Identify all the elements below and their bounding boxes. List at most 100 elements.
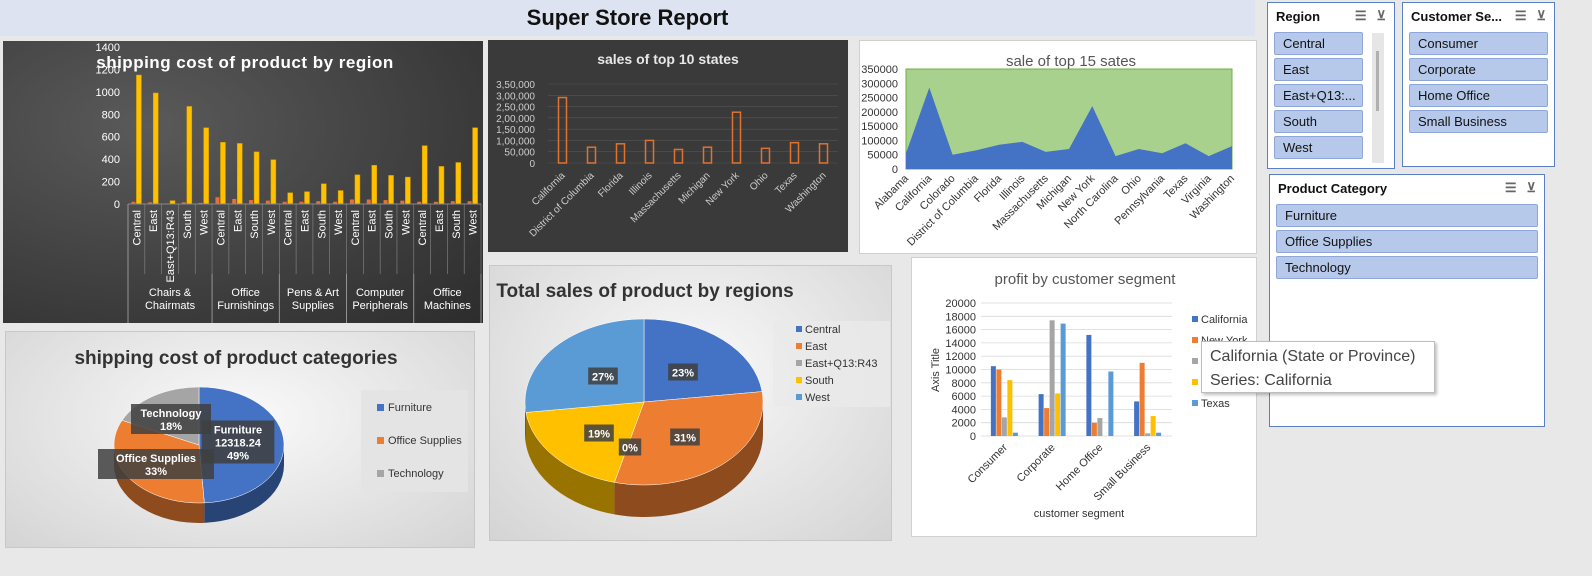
x-tick-label: East: [367, 210, 379, 232]
slicer-item-region[interactable]: East+Q13:...: [1274, 84, 1363, 107]
bar: [673, 148, 684, 164]
y-tick-label: 1200: [96, 64, 120, 76]
x-tick-label: West: [199, 210, 211, 235]
slicer-item-segment[interactable]: Home Office: [1409, 84, 1548, 107]
profit-segment-svg: profit by customer segment20000180001600…: [930, 271, 1248, 520]
bar: [203, 127, 209, 205]
x-tick-label: East: [232, 210, 244, 232]
segment-slicer[interactable]: Customer Se... ☰ ⊻ Consumer Corporate Home O…: [1402, 2, 1555, 167]
legend-swatch: [796, 360, 802, 366]
x-tick-label: East: [300, 210, 312, 232]
group-label: Peripherals: [352, 300, 408, 312]
y-tick-label: 18000: [945, 311, 976, 323]
y-tick-label: 50000: [867, 150, 898, 162]
x-tick-label: West: [468, 210, 480, 235]
bar: [1038, 394, 1044, 436]
y-tick-label: 10000: [945, 365, 976, 377]
data-label: 33%: [145, 466, 167, 478]
ship-category-chart[interactable]: shipping cost of product categories Furni…: [5, 331, 475, 548]
bar: [270, 159, 277, 205]
pie-slice: [643, 318, 763, 403]
legend-swatch: [796, 343, 802, 349]
sales-regions-chart[interactable]: Total sales of product by regions 23% 31% 0…: [489, 265, 892, 541]
legend-label: West: [805, 392, 830, 404]
x-tick-label: South: [451, 210, 463, 239]
multi-select-icon[interactable]: ☰: [1504, 180, 1517, 195]
y-tick-label: 400: [102, 154, 120, 166]
group-label: Furnishings: [217, 300, 274, 312]
x-tick-label: East: [148, 210, 160, 232]
top15-chart[interactable]: sale of top 15 sates 350000 300000 250000 20…: [859, 40, 1257, 254]
legend-swatch: [1192, 400, 1198, 406]
y-tick-label: 800: [102, 109, 120, 121]
category-slicer-title: Product Category: [1278, 180, 1388, 196]
x-tick-label: Consumer: [966, 441, 1011, 486]
legend-swatch: [796, 377, 802, 383]
data-label-box: [584, 424, 614, 442]
slicer-item-region[interactable]: West: [1274, 136, 1363, 159]
clear-filter-icon[interactable]: ⊻: [1376, 8, 1386, 23]
multi-select-icon[interactable]: ☰: [1354, 8, 1367, 23]
slicer-item-category[interactable]: Office Supplies: [1276, 230, 1538, 253]
bar: [1134, 401, 1140, 436]
slicer-scrollbar[interactable]: [1372, 33, 1384, 163]
small-bar: [333, 201, 338, 204]
slicer-item-region[interactable]: South: [1274, 110, 1363, 133]
slicer-item-region[interactable]: Central: [1274, 32, 1363, 55]
y-tick-label: 300000: [861, 78, 898, 90]
slicer-item-segment[interactable]: Small Business: [1409, 110, 1548, 133]
bar: [1145, 433, 1151, 436]
data-label: Technology: [141, 408, 203, 420]
bar: [371, 165, 377, 205]
legend-label: Furniture: [388, 402, 432, 414]
bar: [405, 176, 411, 205]
region-slicer[interactable]: Region ☰ ⊻ Central East East+Q13:... South Wes…: [1267, 2, 1395, 169]
y-tick-label: 150000: [861, 121, 898, 133]
y-tick-label: 250000: [861, 93, 898, 105]
top10-svg: sales of top 10 states3,50,0003,00,0002,…: [496, 51, 838, 239]
legend-swatch: [796, 394, 802, 400]
top10-chart[interactable]: sales of top 10 states 3,50,000 3,00,000 2,…: [488, 40, 848, 252]
bar: [186, 106, 193, 205]
bar: [455, 162, 462, 205]
bar: [990, 366, 996, 436]
small-bar: [366, 199, 371, 204]
x-tick-label: South: [316, 210, 328, 239]
data-label: 12318.24: [215, 438, 262, 450]
data-label-box: [670, 428, 700, 446]
data-label-box: [131, 404, 211, 434]
slicer-item-category[interactable]: Technology: [1276, 256, 1538, 279]
shipping-region-chart[interactable]: shipping cost of product by region 1400 12…: [3, 41, 483, 323]
data-label: Office Supplies: [116, 453, 196, 465]
y-tick-label: 0: [892, 164, 898, 176]
clear-filter-icon[interactable]: ⊻: [1536, 8, 1546, 23]
slicer-item-segment[interactable]: Consumer: [1409, 32, 1548, 55]
x-tick-label: Central: [350, 210, 362, 245]
bar: [472, 127, 478, 205]
y-tick-label: 1000: [96, 87, 120, 99]
data-label: 18%: [160, 421, 182, 433]
scrollbar-thumb[interactable]: [1376, 51, 1379, 111]
slicer-item-segment[interactable]: Corporate: [1409, 58, 1548, 81]
pie-side: [525, 402, 526, 445]
bar: [337, 190, 344, 205]
slicer-item-region[interactable]: East: [1274, 58, 1363, 81]
y-tick-label: 8000: [952, 378, 976, 390]
multi-select-icon[interactable]: ☰: [1514, 8, 1527, 23]
x-tick-label: South: [249, 210, 261, 239]
group-label: Chairmats: [145, 300, 196, 312]
bar: [1060, 323, 1066, 436]
small-bar: [198, 202, 203, 204]
bar: [421, 145, 428, 205]
bar: [354, 174, 361, 205]
legend-label: Office Supplies: [388, 435, 462, 447]
y-tick-label: 350000: [861, 64, 898, 76]
x-tick-label: Central: [131, 210, 143, 245]
profit-segment-chart[interactable]: profit by customer segment 20000 18000 1600…: [911, 257, 1257, 537]
small-bar: [265, 200, 270, 204]
data-label: 19%: [588, 429, 610, 441]
clear-filter-icon[interactable]: ⊻: [1526, 180, 1536, 195]
x-tick-label: South: [182, 210, 194, 239]
slicer-item-category[interactable]: Furniture: [1276, 204, 1538, 227]
y-tick-label: 50,000: [504, 148, 535, 159]
